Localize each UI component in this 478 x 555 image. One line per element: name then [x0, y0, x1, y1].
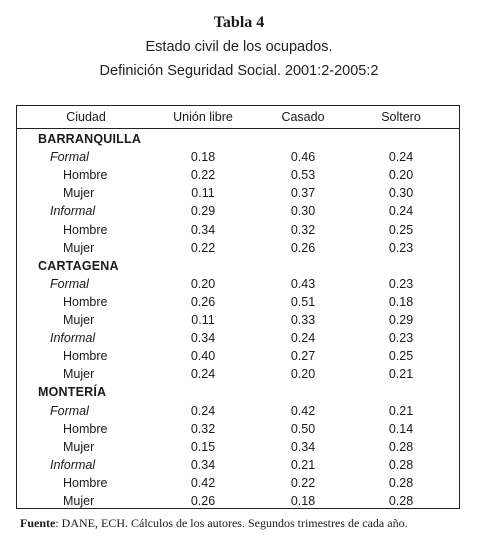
source-label: Fuente [20, 516, 56, 530]
table-cell: 0.26 [190, 494, 216, 508]
table-cell: 0.46 [290, 150, 316, 165]
table-cell: 0.21 [388, 367, 414, 382]
table-subtitle-line-1: Estado civil de los ocupados. [145, 39, 333, 55]
subgroup-label: Hombre [63, 168, 108, 183]
group-label: Formal [50, 276, 89, 291]
group-label: Informal [50, 331, 96, 346]
subgroup-label: Hombre [63, 294, 108, 309]
table-cell: 0.21 [388, 403, 414, 418]
header-divider [16, 128, 460, 129]
table-cell: 0.22 [290, 475, 316, 490]
subgroup-label: Hombre [63, 222, 108, 237]
table-cell: 0.15 [190, 439, 216, 454]
column-header-soltero: Soltero [381, 110, 421, 124]
table-title: Tabla 4 [213, 14, 265, 31]
subgroup-label: Mujer [63, 186, 95, 201]
table-cell: 0.29 [388, 313, 414, 327]
group-label: Informal [50, 204, 96, 219]
column-header-casado: Casado [281, 110, 325, 124]
table-cell: 0.24 [388, 150, 414, 165]
table-cell: 0.24 [388, 204, 414, 219]
table-cell: 0.28 [388, 494, 414, 508]
table-frame [16, 105, 460, 509]
table-cell: 0.26 [290, 240, 316, 255]
table-cell: 0.24 [290, 331, 316, 346]
table-cell: 0.51 [290, 294, 316, 309]
group-label: Informal [50, 457, 96, 472]
subgroup-label: Hombre [63, 349, 108, 364]
table-cell: 0.28 [388, 475, 414, 490]
table-cell: 0.20 [290, 367, 316, 382]
table-cell: 0.34 [190, 222, 216, 237]
table-cell: 0.33 [290, 313, 316, 327]
city-heading: BARRANQUILLA [38, 132, 142, 146]
table-cell: 0.28 [388, 439, 414, 454]
column-header-ciudad: Ciudad [66, 110, 106, 124]
subgroup-label: Hombre [63, 475, 108, 490]
table-subtitle-line-2: Definición Seguridad Social. 2001:2-2005… [99, 63, 379, 79]
group-label: Formal [50, 403, 89, 418]
table-cell: 0.18 [290, 494, 316, 508]
table-cell: 0.22 [190, 168, 216, 183]
table-cell: 0.20 [190, 276, 216, 291]
subgroup-label: Mujer [63, 313, 95, 327]
table-cell: 0.53 [290, 168, 316, 183]
table-cell: 0.50 [290, 421, 316, 436]
table-cell: 0.24 [190, 367, 216, 382]
subgroup-label: Mujer [63, 240, 95, 255]
table-cell: 0.34 [290, 439, 316, 454]
city-heading: MONTERÍA [38, 385, 107, 400]
table-cell: 0.37 [290, 186, 316, 201]
table-cell: 0.29 [190, 204, 216, 219]
column-header-union-libre: Unión libre [173, 110, 233, 124]
table-cell: 0.32 [290, 222, 316, 237]
table-cell: 0.30 [290, 204, 316, 219]
city-heading: CARTAGENA [38, 258, 119, 273]
table-cell: 0.23 [388, 331, 414, 346]
source-note: Fuente: DANE, ECH. Cálculos de los autor… [20, 516, 408, 531]
subgroup-label: Mujer [63, 367, 95, 382]
table-cell: 0.18 [388, 294, 414, 309]
table-cell: 0.30 [388, 186, 414, 201]
table-cell: 0.34 [190, 331, 216, 346]
table-cell: 0.27 [290, 349, 316, 364]
table-cell: 0.25 [388, 222, 414, 237]
table-cell: 0.23 [388, 240, 414, 255]
table-cell: 0.20 [388, 168, 414, 183]
table-cell: 0.21 [290, 457, 316, 472]
table-cell: 0.11 [191, 313, 215, 327]
table-cell: 0.18 [190, 150, 216, 165]
table-cell: 0.28 [388, 457, 414, 472]
table-cell: 0.23 [388, 276, 414, 291]
source-text: : DANE, ECH. Cálculos de los autores. Se… [55, 516, 408, 530]
table-cell: 0.40 [190, 349, 216, 364]
table-cell: 0.32 [190, 421, 216, 436]
table-cell: 0.42 [290, 403, 316, 418]
table-cell: 0.43 [290, 276, 316, 291]
table-cell: 0.34 [190, 457, 216, 472]
table-cell: 0.14 [388, 421, 414, 436]
subgroup-label: Mujer [63, 439, 95, 454]
group-label: Formal [50, 150, 89, 165]
table-cell: 0.22 [190, 240, 216, 255]
table-cell: 0.42 [190, 475, 216, 490]
table-cell: 0.24 [190, 403, 216, 418]
subgroup-label: Hombre [63, 421, 108, 436]
table-cell: 0.25 [388, 349, 414, 364]
table-cell: 0.11 [191, 186, 215, 201]
table-cell: 0.26 [190, 294, 216, 309]
subgroup-label: Mujer [63, 494, 95, 508]
